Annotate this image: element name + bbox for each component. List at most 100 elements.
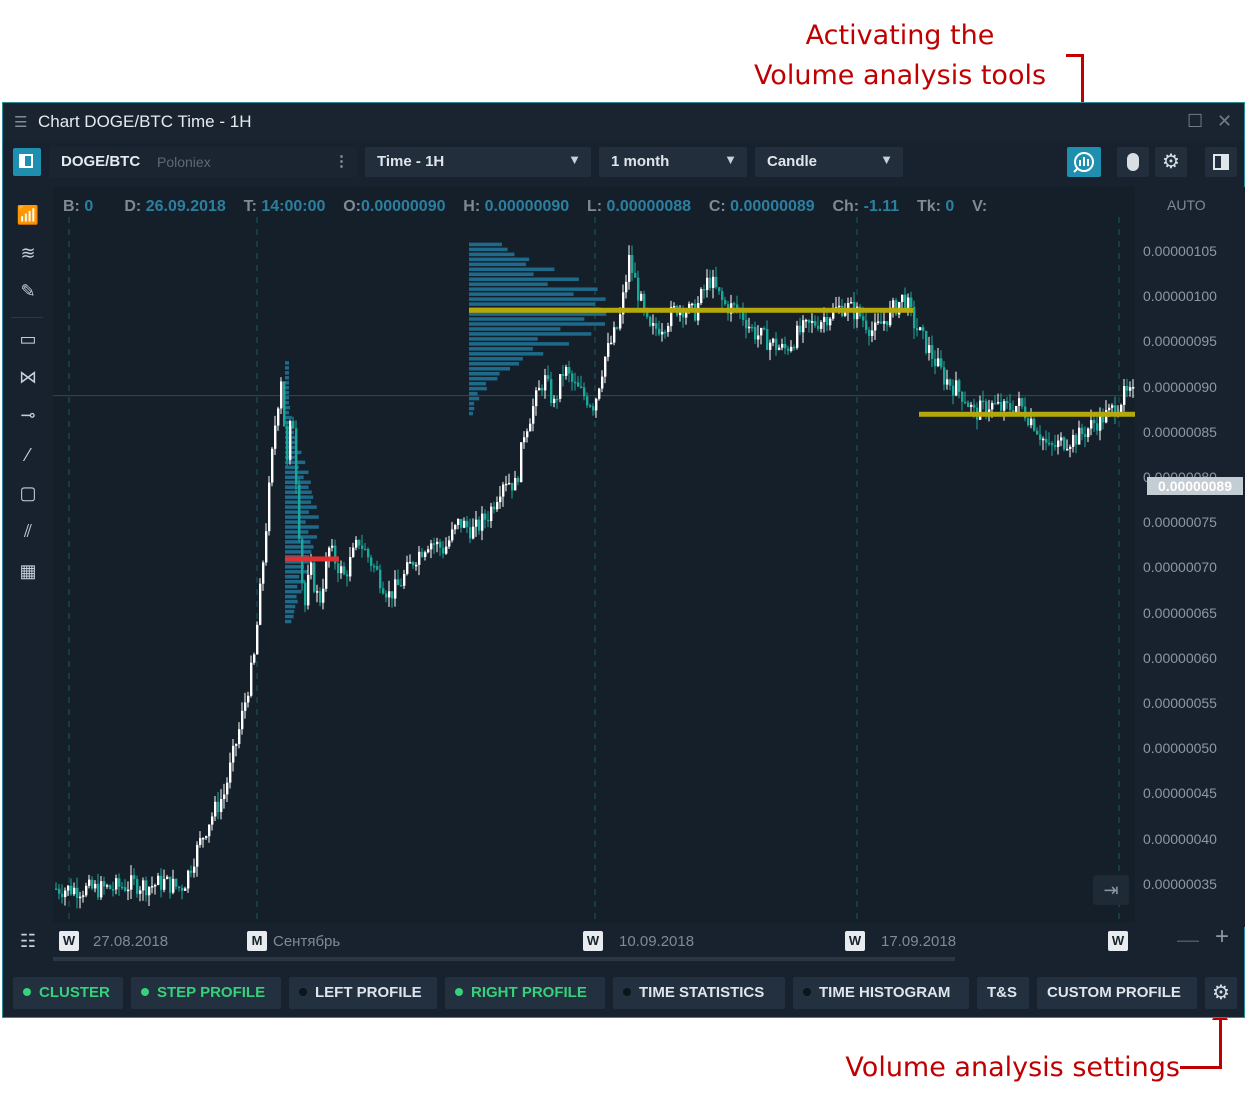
candle-body: [937, 358, 940, 367]
candle-body: [235, 744, 238, 746]
candle-body: [982, 400, 985, 403]
candle-body: [286, 426, 289, 461]
chart-settings-button[interactable]: ⚙: [1155, 147, 1187, 177]
custom-profile-button[interactable]: CUSTOM PROFILE: [1037, 977, 1197, 1009]
candle-body: [742, 309, 745, 320]
candle-body: [130, 875, 133, 890]
candle-body: [670, 306, 673, 327]
drawing-tools-sidebar: 📶 ≋ ✎ ▭ ⋈ ⊸ ⁄ ▢ ⫽ ▦ ☷: [3, 187, 51, 987]
time-statistics-button[interactable]: TIME STATISTICS: [613, 977, 785, 1009]
candle-body: [376, 566, 379, 570]
maximize-icon[interactable]: ☐: [1187, 111, 1204, 131]
indicators-icon[interactable]: 📶: [16, 205, 40, 225]
candle-body: [724, 300, 727, 305]
symbol-selector[interactable]: DOGE/BTC Poloniex ⋮: [49, 147, 357, 177]
candle-body: [913, 307, 916, 329]
candle-body: [196, 844, 199, 867]
time-histogram-button[interactable]: TIME HISTOGRAM: [793, 977, 969, 1009]
price-tick-label: 0.00000070: [1143, 559, 1217, 576]
candle-body: [139, 890, 142, 894]
cluster-button[interactable]: CLUSTER: [13, 977, 123, 1009]
rectangle-icon[interactable]: ▢: [19, 483, 37, 503]
more-icon[interactable]: ⋮: [334, 153, 349, 170]
volume-profile-bar: [285, 594, 297, 599]
candle-body: [874, 322, 877, 331]
zoom-out-icon[interactable]: —: [1177, 927, 1199, 952]
scroll-to-end-button[interactable]: ⇥: [1093, 875, 1129, 905]
candle-body: [262, 562, 265, 584]
candle-body: [1018, 398, 1021, 406]
price-axis[interactable]: AUTO 0.00000105 0.00000100 0.00000095 0.000…: [1137, 187, 1245, 952]
template-icon[interactable]: ▦: [19, 561, 37, 581]
time-mark-label: Сентябрь: [273, 933, 341, 950]
ruler-icon[interactable]: ▭: [19, 329, 37, 349]
candle-body: [586, 396, 589, 406]
chart-type-select[interactable]: Candle ▼: [755, 147, 903, 177]
status-dot: [141, 988, 149, 996]
candle-body: [391, 591, 394, 599]
candle-body: [715, 276, 718, 288]
candle-body: [877, 321, 880, 323]
volume-profile-bar: [285, 520, 306, 524]
time-and-sales-button[interactable]: T&S: [977, 977, 1029, 1009]
right-profile-button[interactable]: RIGHT PROFILE: [445, 977, 605, 1009]
time-histogram-label: TIME HISTOGRAM: [819, 984, 951, 1001]
candle-body: [1000, 402, 1003, 411]
candle-body: [457, 518, 460, 525]
candle-body: [124, 887, 127, 891]
horizontal-line-icon[interactable]: ⊸: [20, 405, 36, 425]
volume-profile-bar: [285, 366, 289, 370]
price-tick-label: 0.00000050: [1143, 740, 1217, 757]
volume-analysis-button[interactable]: [1067, 147, 1101, 177]
candle-body: [280, 381, 283, 409]
candle-body: [1006, 401, 1009, 404]
auto-scale-label[interactable]: AUTO: [1167, 197, 1206, 213]
candle-body: [352, 547, 355, 558]
time-mark-letter: M: [247, 931, 267, 951]
hamburger-icon[interactable]: ☰: [14, 114, 28, 131]
volume-settings-button[interactable]: ⚙: [1205, 977, 1237, 1009]
right-panel-toggle[interactable]: [1205, 147, 1237, 177]
price-chart[interactable]: [53, 187, 1135, 923]
volume-profile-bar: [469, 406, 475, 411]
candle-body: [829, 318, 832, 326]
poc-line-yellow: [919, 411, 1135, 417]
period-select[interactable]: 1 month ▼: [599, 147, 747, 177]
volume-profile-bar: [285, 465, 299, 470]
candle-body: [577, 382, 580, 387]
close-icon[interactable]: ✕: [1217, 111, 1233, 131]
candle-body: [538, 387, 541, 391]
fibonacci-icon[interactable]: ⫽: [23, 521, 33, 541]
info-c-value: 0.00000089: [730, 198, 815, 215]
price-tick-label: 0.00000085: [1143, 423, 1217, 440]
horizontal-scrollbar[interactable]: [53, 957, 955, 961]
trendline-icon[interactable]: ⁄: [26, 445, 30, 465]
time-mark-letter: W: [59, 931, 79, 951]
candle-body: [187, 870, 190, 889]
volume-profile-bar: [285, 579, 306, 584]
layers-icon[interactable]: ≋: [20, 243, 36, 263]
candle-body: [811, 320, 814, 323]
candle-body: [223, 794, 226, 800]
step-profile-button[interactable]: STEP PROFILE: [131, 977, 281, 1009]
volume-profile-bar: [469, 401, 475, 406]
candle-body: [643, 293, 646, 309]
candle-body: [337, 563, 340, 574]
time-axis[interactable]: W 27.08.2018 M Сентябрь W 10.09.2018 W 1…: [53, 923, 1135, 961]
edit-icon[interactable]: ✎: [20, 281, 36, 301]
list-icon[interactable]: ☷: [19, 931, 37, 951]
candle-body: [172, 878, 175, 893]
bowtie-icon[interactable]: ⋈: [19, 367, 37, 387]
mouse-mode-button[interactable]: [1117, 147, 1149, 177]
volume-profile-bar: [469, 257, 530, 262]
timeframe-select[interactable]: Time - 1H ▼: [365, 147, 591, 177]
candle-body: [1129, 387, 1132, 391]
panel-toggle-icon[interactable]: [13, 148, 41, 176]
candle-body: [955, 380, 958, 396]
candle-body: [601, 376, 604, 389]
zoom-in-icon[interactable]: +: [1215, 923, 1230, 950]
left-profile-button[interactable]: LEFT PROFILE: [289, 977, 437, 1009]
chart-area[interactable]: B: 0 D: 26.09.2018 T: 14:00:00 O:0.00000…: [53, 187, 1135, 923]
candle-body: [211, 816, 214, 825]
candle-body: [568, 366, 571, 374]
